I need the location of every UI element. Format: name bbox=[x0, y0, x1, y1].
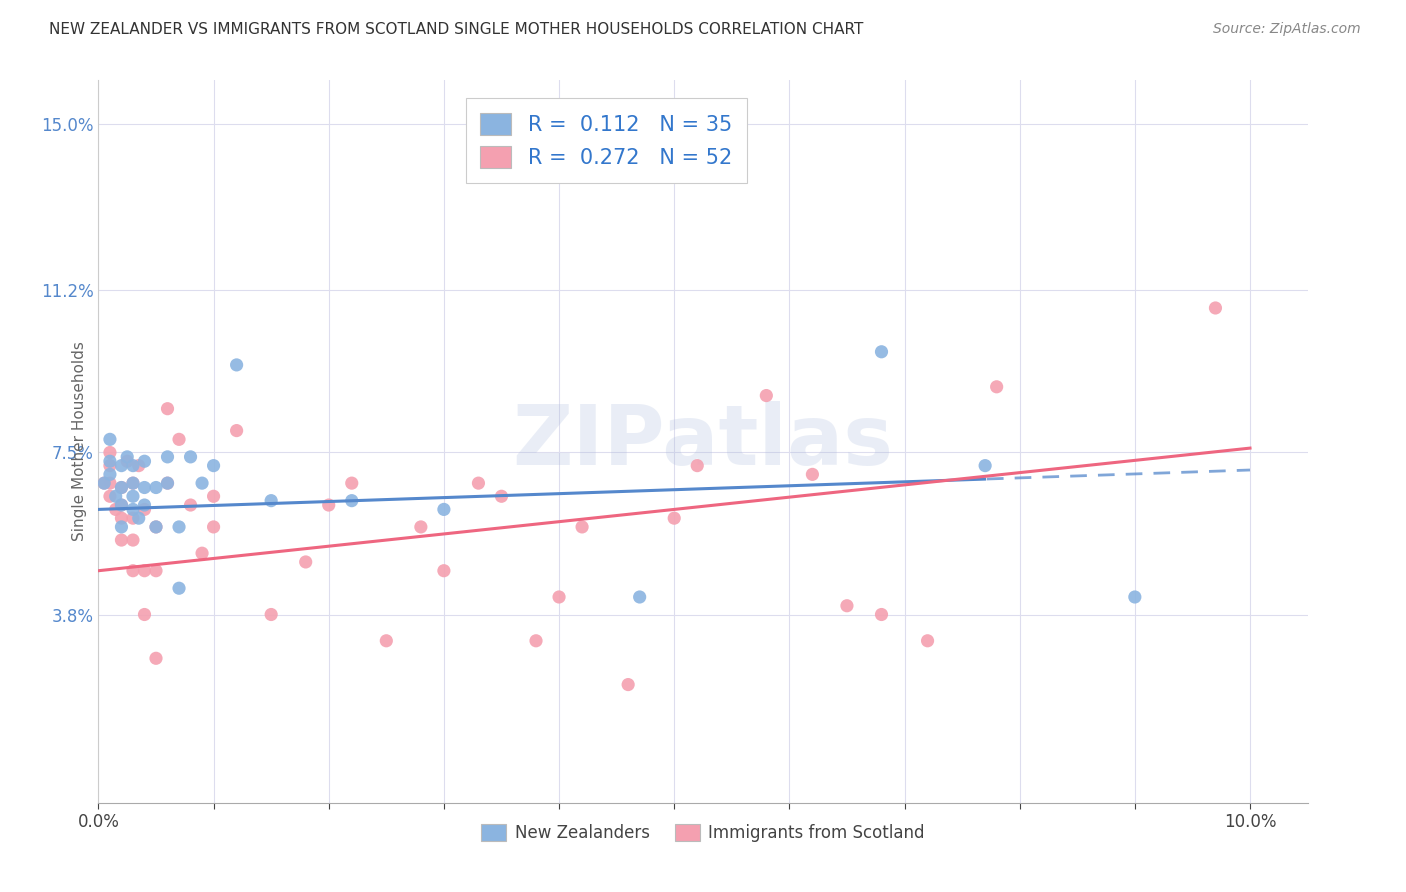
Point bbox=[167, 581, 190, 595]
Point bbox=[180, 450, 202, 464]
Point bbox=[835, 599, 858, 613]
Point bbox=[180, 498, 202, 512]
Point bbox=[122, 476, 145, 491]
Text: NEW ZEALANDER VS IMMIGRANTS FROM SCOTLAND SINGLE MOTHER HOUSEHOLDS CORRELATION C: NEW ZEALANDER VS IMMIGRANTS FROM SCOTLAN… bbox=[49, 22, 863, 37]
Point bbox=[110, 481, 132, 495]
Point bbox=[260, 493, 283, 508]
Point bbox=[98, 445, 121, 459]
Point bbox=[617, 677, 640, 691]
Point bbox=[104, 502, 127, 516]
Point bbox=[134, 454, 156, 468]
Point bbox=[191, 476, 214, 491]
Point bbox=[98, 467, 121, 482]
Point bbox=[93, 476, 115, 491]
Point bbox=[122, 533, 145, 547]
Point bbox=[98, 433, 121, 447]
Point bbox=[664, 511, 686, 525]
Point bbox=[128, 458, 150, 473]
Point bbox=[318, 498, 340, 512]
Point bbox=[340, 476, 363, 491]
Point bbox=[870, 344, 893, 359]
Point bbox=[686, 458, 709, 473]
Point bbox=[755, 388, 778, 402]
Text: Source: ZipAtlas.com: Source: ZipAtlas.com bbox=[1213, 22, 1361, 37]
Point bbox=[110, 511, 132, 525]
Point bbox=[134, 498, 156, 512]
Point bbox=[122, 511, 145, 525]
Point bbox=[202, 458, 225, 473]
Point bbox=[122, 489, 145, 503]
Point bbox=[134, 564, 156, 578]
Point bbox=[110, 498, 132, 512]
Point bbox=[801, 467, 824, 482]
Point bbox=[202, 520, 225, 534]
Point bbox=[409, 520, 432, 534]
Point bbox=[571, 520, 593, 534]
Point bbox=[628, 590, 651, 604]
Point bbox=[145, 481, 167, 495]
Point bbox=[145, 520, 167, 534]
Point bbox=[433, 502, 456, 516]
Point bbox=[156, 401, 179, 416]
Point bbox=[225, 424, 247, 438]
Point bbox=[104, 489, 127, 503]
Point bbox=[145, 651, 167, 665]
Point bbox=[986, 380, 1008, 394]
Point bbox=[98, 458, 121, 473]
Point bbox=[122, 458, 145, 473]
Point bbox=[1204, 301, 1226, 315]
Point bbox=[110, 458, 132, 473]
Point bbox=[167, 520, 190, 534]
Point bbox=[122, 564, 145, 578]
Point bbox=[115, 454, 138, 468]
Point bbox=[491, 489, 513, 503]
Point bbox=[202, 489, 225, 503]
Point bbox=[433, 564, 456, 578]
Point bbox=[134, 502, 156, 516]
Point bbox=[974, 458, 997, 473]
Point bbox=[98, 454, 121, 468]
Point bbox=[260, 607, 283, 622]
Point bbox=[134, 607, 156, 622]
Point bbox=[167, 433, 190, 447]
Point bbox=[191, 546, 214, 560]
Legend: New Zealanders, Immigrants from Scotland: New Zealanders, Immigrants from Scotland bbox=[475, 817, 931, 848]
Point bbox=[1123, 590, 1146, 604]
Point bbox=[870, 607, 893, 622]
Point bbox=[340, 493, 363, 508]
Point bbox=[98, 476, 121, 491]
Point bbox=[156, 450, 179, 464]
Point bbox=[548, 590, 571, 604]
Point bbox=[122, 502, 145, 516]
Point bbox=[110, 520, 132, 534]
Text: ZIPatlas: ZIPatlas bbox=[513, 401, 893, 482]
Point bbox=[122, 476, 145, 491]
Point bbox=[917, 633, 939, 648]
Point bbox=[134, 481, 156, 495]
Point bbox=[98, 489, 121, 503]
Point bbox=[145, 520, 167, 534]
Point bbox=[110, 498, 132, 512]
Point bbox=[110, 533, 132, 547]
Y-axis label: Single Mother Households: Single Mother Households bbox=[72, 342, 87, 541]
Point bbox=[225, 358, 247, 372]
Point bbox=[128, 511, 150, 525]
Point bbox=[145, 564, 167, 578]
Point bbox=[156, 476, 179, 491]
Point bbox=[93, 476, 115, 491]
Point bbox=[156, 476, 179, 491]
Point bbox=[115, 450, 138, 464]
Point bbox=[110, 481, 132, 495]
Point bbox=[375, 633, 398, 648]
Point bbox=[524, 633, 547, 648]
Point bbox=[467, 476, 489, 491]
Point bbox=[294, 555, 316, 569]
